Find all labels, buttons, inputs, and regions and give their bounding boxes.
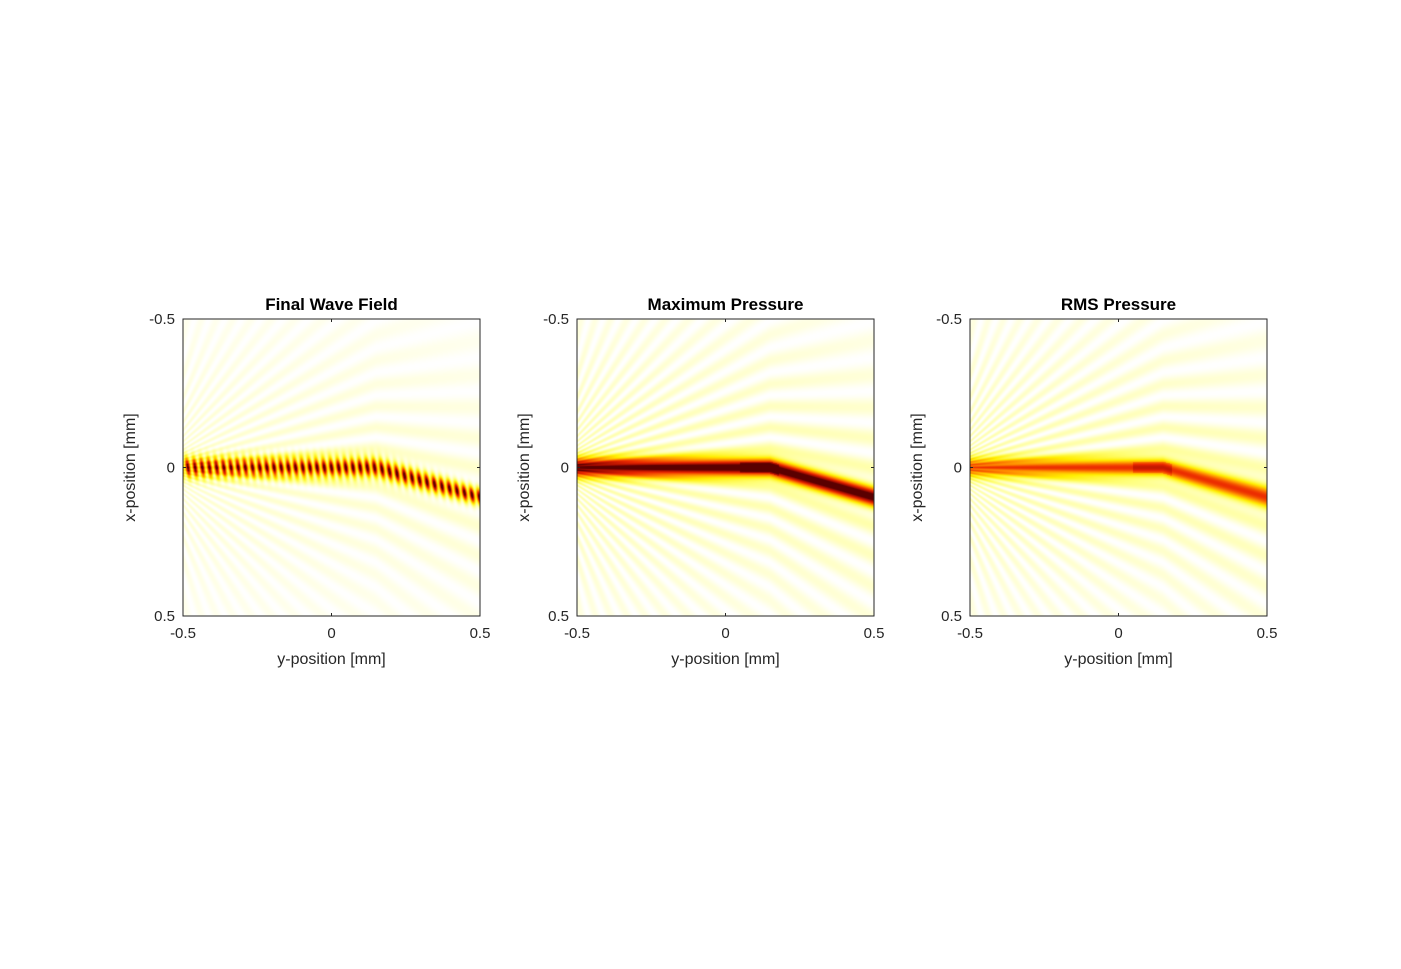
chart-title: Final Wave Field bbox=[265, 295, 398, 314]
y-axis-label: x-position [mm] bbox=[516, 413, 533, 521]
x-tick-label: -0.5 bbox=[170, 625, 196, 642]
x-tick-label: 0 bbox=[1114, 625, 1122, 642]
x-tick-label: 0.5 bbox=[470, 625, 491, 642]
y-tick-label: -0.5 bbox=[543, 311, 569, 328]
y-tick-label: 0.5 bbox=[154, 608, 175, 625]
heatmap-image bbox=[577, 319, 874, 616]
x-tick-label: 0 bbox=[327, 625, 335, 642]
heatmap-image bbox=[970, 319, 1267, 616]
x-tick-label: -0.5 bbox=[957, 625, 983, 642]
x-axis-label: y-position [mm] bbox=[277, 651, 385, 668]
y-axis-label: x-position [mm] bbox=[122, 413, 139, 521]
y-tick-label: 0 bbox=[954, 460, 962, 477]
y-tick-label: -0.5 bbox=[936, 311, 962, 328]
x-tick-label: -0.5 bbox=[564, 625, 590, 642]
y-tick-label: 0.5 bbox=[941, 608, 962, 625]
heatmap-image bbox=[183, 319, 480, 616]
x-tick-label: 0.5 bbox=[1257, 625, 1278, 642]
y-axis-label: x-position [mm] bbox=[909, 413, 926, 521]
x-axis-label: y-position [mm] bbox=[671, 651, 779, 668]
y-tick-label: 0.5 bbox=[548, 608, 569, 625]
y-tick-label: 0 bbox=[561, 460, 569, 477]
y-tick-label: 0 bbox=[167, 460, 175, 477]
x-tick-label: 0.5 bbox=[864, 625, 885, 642]
chart-title: Maximum Pressure bbox=[648, 295, 804, 314]
y-tick-label: -0.5 bbox=[149, 311, 175, 328]
x-axis-label: y-position [mm] bbox=[1064, 651, 1172, 668]
chart-title: RMS Pressure bbox=[1061, 295, 1176, 314]
x-tick-label: 0 bbox=[721, 625, 729, 642]
